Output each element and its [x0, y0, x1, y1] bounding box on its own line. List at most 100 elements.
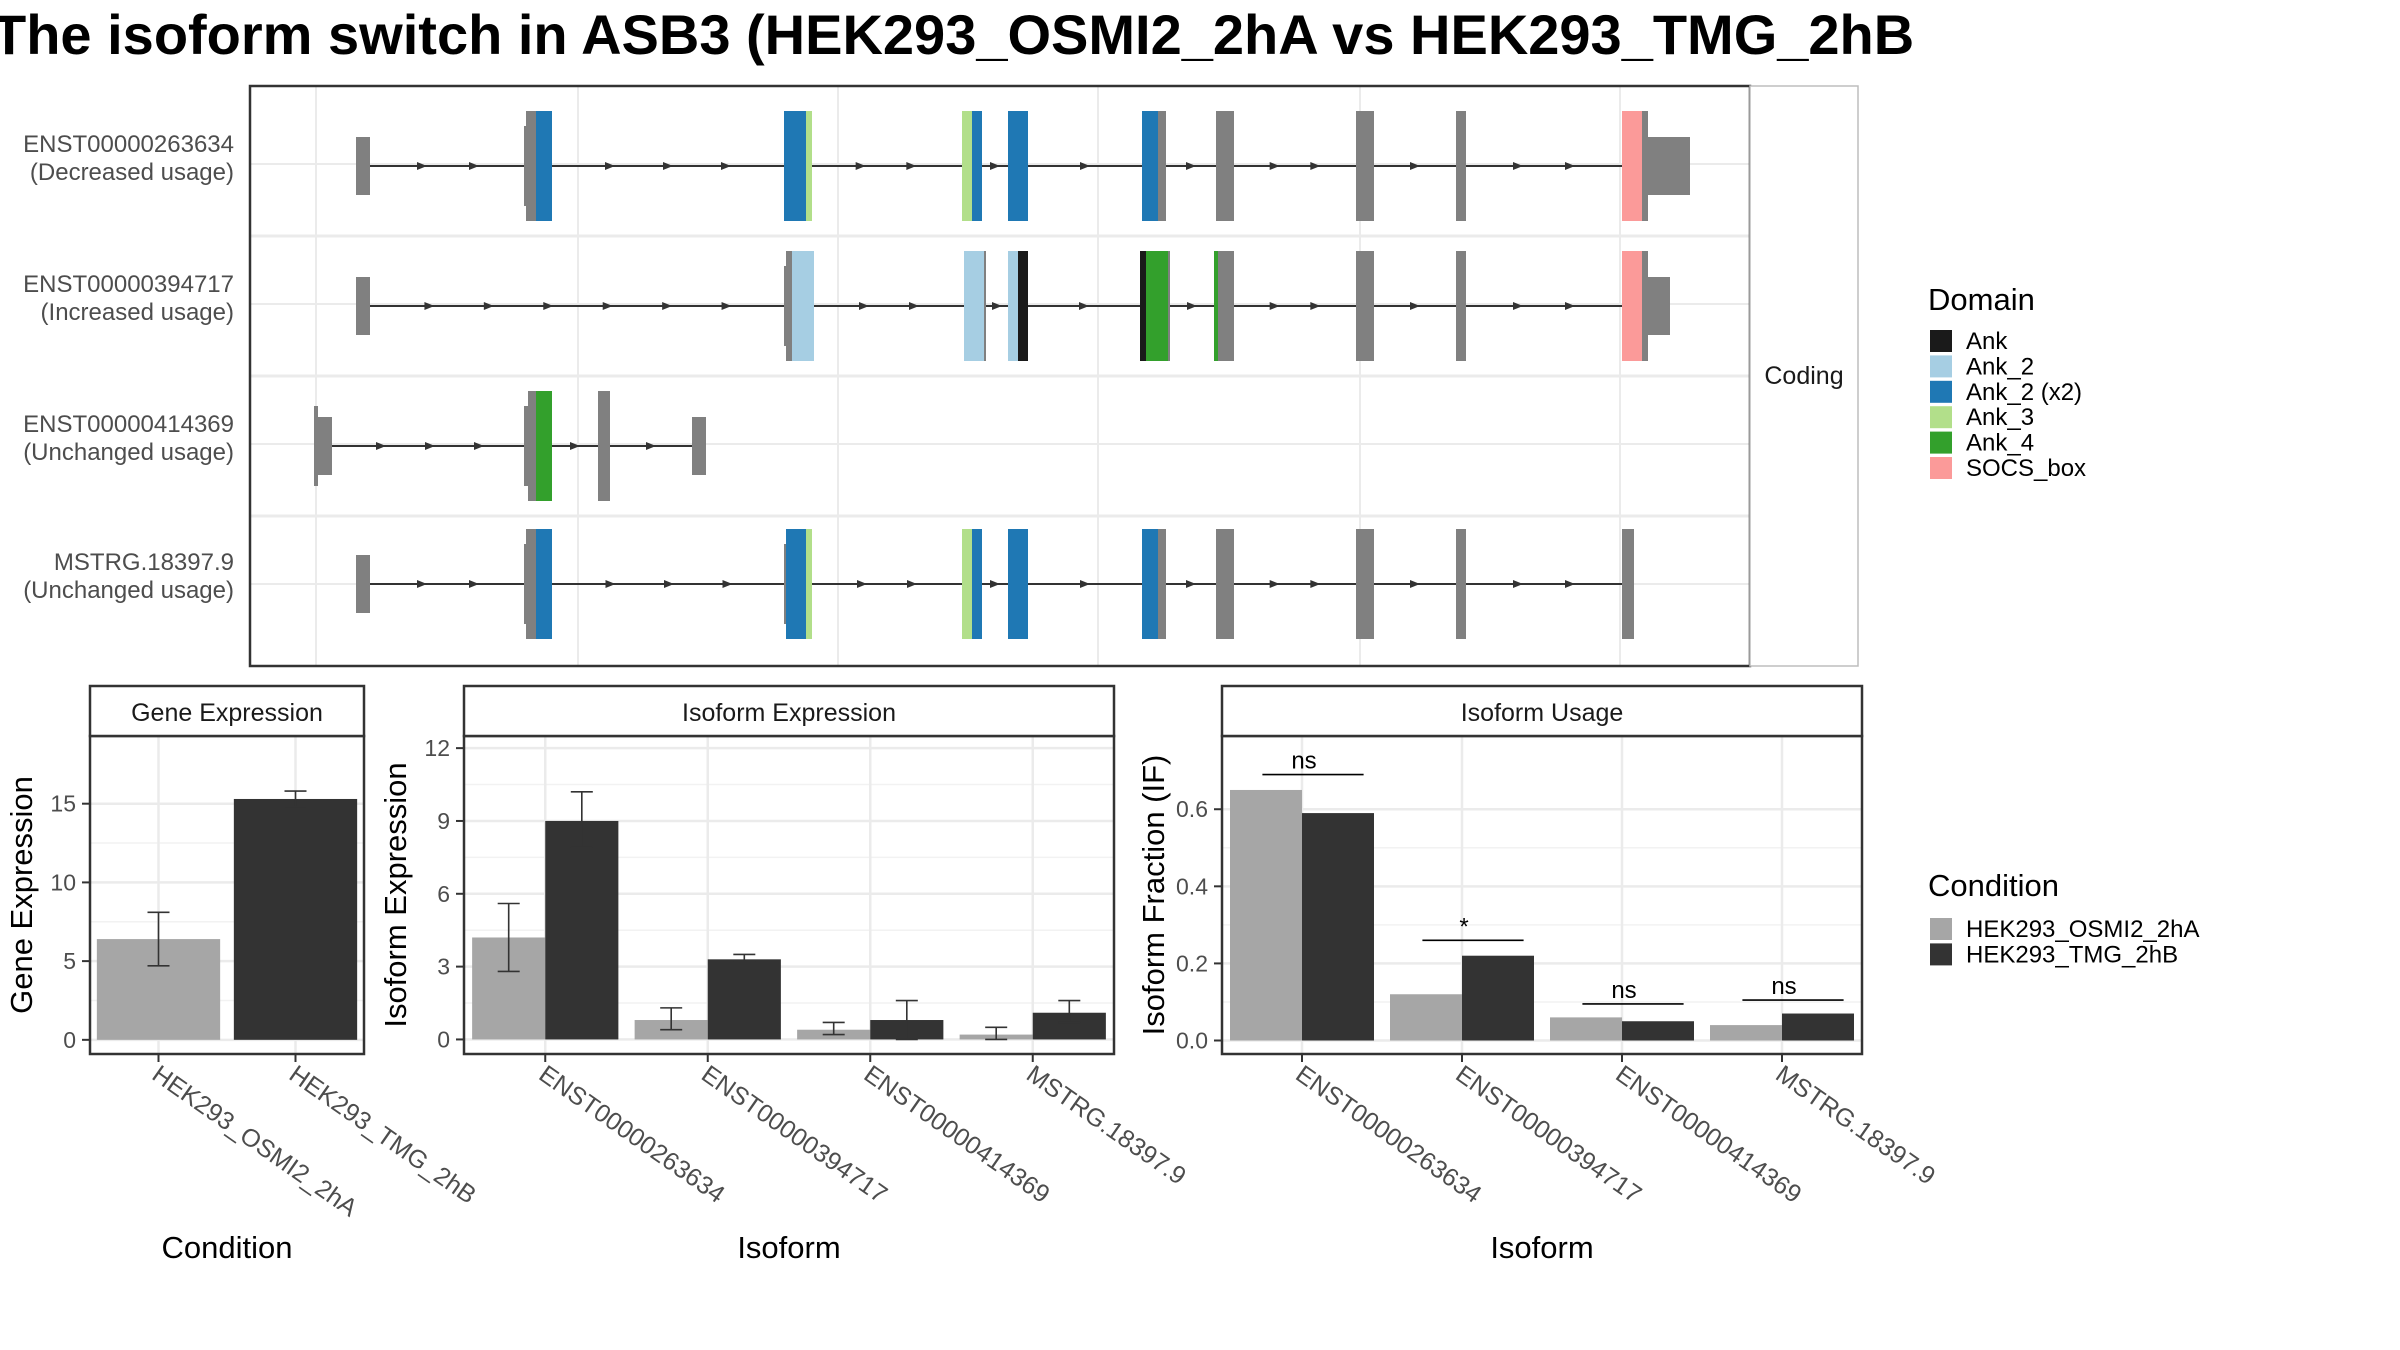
bar [233, 798, 358, 1040]
isoform-label-usage: (Decreased usage) [30, 159, 234, 186]
domain-block [1622, 111, 1642, 221]
intron-direction-arrow [469, 580, 479, 588]
isoform-label-id: ENST00000414369 [23, 411, 234, 438]
intron-direction-arrow [722, 580, 733, 588]
intron-direction-arrow [1186, 580, 1196, 588]
intron-direction-arrow [1186, 162, 1196, 170]
intron-direction-arrow [1310, 302, 1321, 310]
intron-direction-arrow [1565, 162, 1575, 170]
significance-label: ns [1771, 973, 1796, 1000]
intron-direction-arrow [1565, 580, 1575, 588]
domain-block [1140, 251, 1146, 361]
bar [1462, 955, 1534, 1041]
domain-legend-label: Ank_3 [1966, 404, 2034, 431]
exon [1456, 529, 1466, 639]
bar [1550, 1017, 1622, 1041]
intron-direction-arrow [909, 302, 919, 310]
domain-legend-title: Domain [1928, 282, 2035, 317]
condition-legend-title: Condition [1928, 868, 2059, 903]
intron-direction-arrow [1310, 580, 1321, 588]
intron-direction-arrow [721, 302, 732, 310]
bar [1390, 994, 1462, 1041]
bar [707, 959, 781, 1040]
y-tick-label: 15 [50, 791, 76, 817]
y-tick-label: 10 [50, 869, 76, 895]
intron-direction-arrow [425, 442, 435, 450]
domain-block [972, 529, 982, 639]
intron-direction-arrow [1513, 302, 1523, 310]
exon [1216, 529, 1234, 639]
domain-block [1008, 529, 1028, 639]
isoform-structure-panel: Coding [248, 84, 1859, 668]
exon [1456, 111, 1466, 221]
intron-direction-arrow [721, 162, 731, 170]
intron-direction-arrow [857, 580, 867, 588]
domain-block [784, 111, 806, 221]
domain-block [786, 529, 806, 639]
domain-block [536, 529, 552, 639]
chart-strip [88, 684, 366, 738]
chart-title: Gene Expression [131, 699, 323, 727]
intron-direction-arrow [992, 302, 1002, 310]
intron-direction-arrow [1079, 302, 1089, 310]
x-axis-title: Isoform [737, 1230, 840, 1265]
intron-direction-arrow [417, 580, 427, 588]
domain-block [1008, 251, 1018, 361]
domain-legend-key [1930, 330, 1952, 352]
intron-direction-arrow [1269, 302, 1280, 310]
domain-block [1142, 111, 1158, 221]
domain-block [806, 111, 812, 221]
isoform-label-usage: (Unchanged usage) [23, 577, 234, 604]
exon-utr [524, 406, 530, 486]
chart-title: Isoform Usage [1461, 699, 1624, 727]
significance-label: ns [1611, 977, 1636, 1004]
exon [1456, 251, 1466, 361]
x-axis-title: Isoform [1490, 1230, 1593, 1265]
domain-legend-label: Ank_2 (x2) [1966, 379, 2082, 406]
exon [1648, 137, 1690, 195]
intron-direction-arrow [1187, 302, 1197, 310]
y-tick-label: 3 [437, 954, 450, 980]
intron-direction-arrow [990, 580, 1000, 588]
intron-direction-arrow [376, 442, 386, 450]
significance-label: ns [1291, 748, 1316, 775]
y-tick-label: 0.6 [1176, 796, 1208, 822]
y-tick-label: 0.4 [1176, 873, 1208, 899]
exon [692, 417, 706, 475]
y-tick-label: 0 [63, 1027, 76, 1053]
intron-direction-arrow [1565, 302, 1575, 310]
y-tick-label: 9 [437, 808, 450, 834]
isoform-label-id: ENST00000263634 [23, 131, 234, 158]
exon [1356, 529, 1374, 639]
intron-direction-arrow [663, 162, 673, 170]
domain-legend-label: Ank_4 [1966, 430, 2034, 457]
y-axis-title: Isoform Fraction (IF) [1136, 755, 1171, 1036]
bar [1230, 789, 1302, 1041]
structure-strip-label: Coding [1764, 362, 1843, 390]
intron-direction-arrow [1080, 162, 1090, 170]
domain-block [1214, 251, 1218, 361]
intron-direction-arrow [1269, 580, 1280, 588]
intron-direction-arrow [602, 302, 613, 310]
main-title: The isoform switch in ASB3 (HEK293_OSMI2… [0, 3, 1914, 66]
intron-direction-arrow [1080, 580, 1090, 588]
intron-direction-arrow [662, 302, 673, 310]
intron-direction-arrow [417, 162, 427, 170]
exon [356, 555, 370, 613]
intron-direction-arrow [646, 442, 656, 450]
y-axis-title: Gene Expression [4, 776, 39, 1014]
bar [1782, 1013, 1854, 1041]
exon [1622, 529, 1634, 639]
domain-legend-key [1930, 380, 1952, 403]
domain-block [962, 529, 972, 639]
exon [1648, 277, 1670, 335]
intron-direction-arrow [859, 302, 869, 310]
domain-legend-key [1930, 457, 1952, 479]
condition-legend-key [1930, 943, 1952, 966]
intron-direction-arrow [1310, 162, 1321, 170]
domain-block [1142, 529, 1158, 639]
isoform-labels: ENST00000263634(Decreased usage) ENST0000… [23, 131, 234, 604]
intron-direction-arrow [855, 162, 866, 170]
domain-legend-label: Ank_2 [1966, 353, 2034, 380]
